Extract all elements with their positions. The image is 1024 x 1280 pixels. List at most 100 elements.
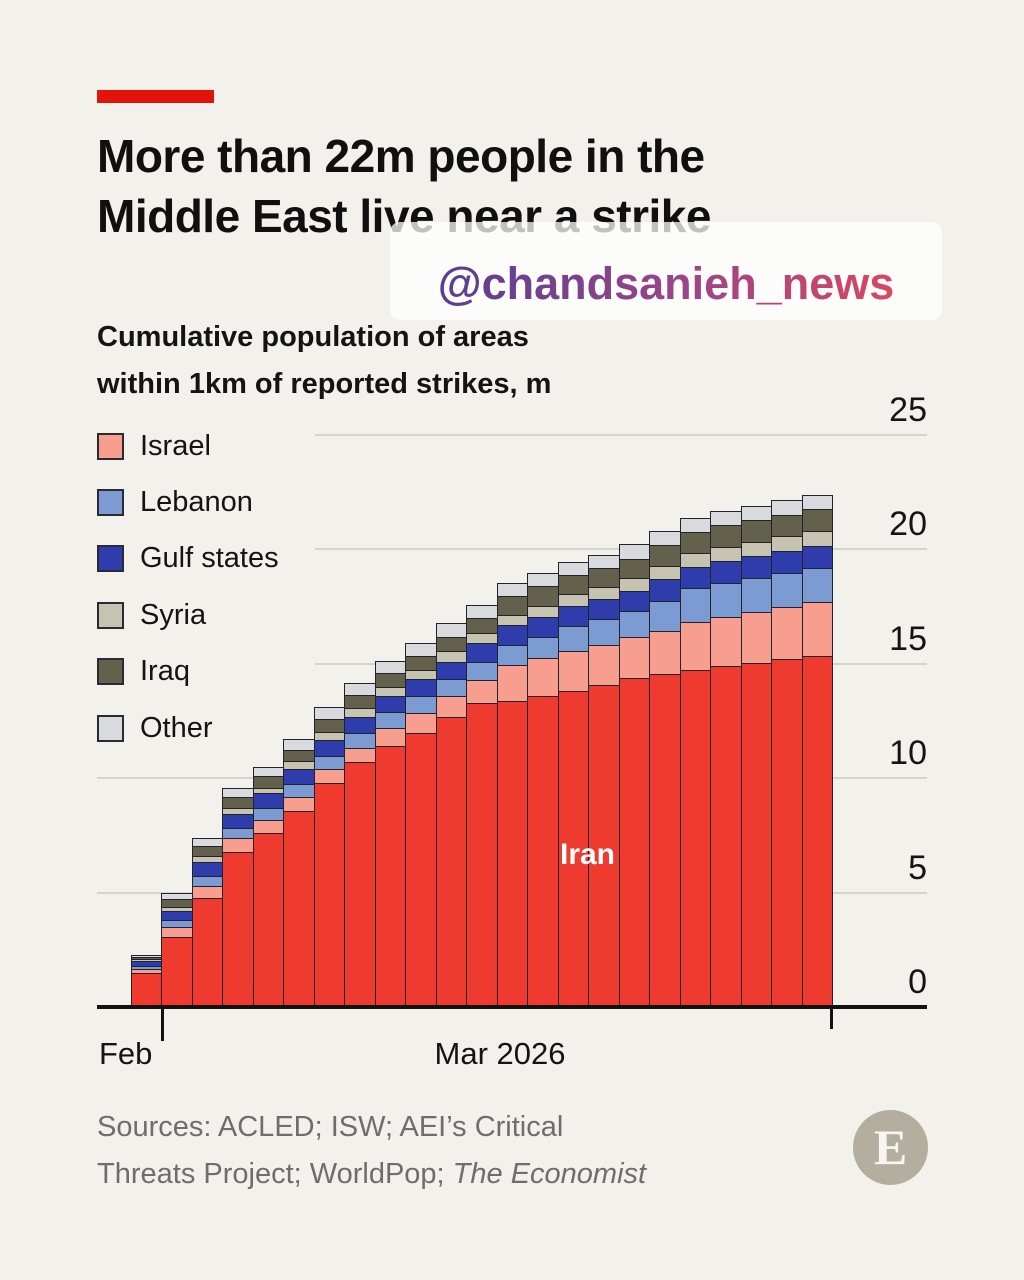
bar-segment-other	[313, 707, 346, 720]
bar-segment-gulf-states	[222, 813, 255, 829]
bar-segment-israel	[313, 768, 346, 785]
bar-segment-gulf-states	[374, 695, 407, 714]
bar-segment-iraq	[649, 544, 682, 567]
economist-logo-letter: E	[873, 1118, 908, 1175]
bar-segment-iraq	[679, 531, 712, 554]
page-title: More than 22m people in the Middle East …	[97, 126, 897, 246]
bar-segment-syria	[740, 541, 773, 558]
bar-segment-gulf-states	[313, 739, 346, 757]
bar-segment-other	[405, 642, 438, 657]
bar-segment-syria	[374, 686, 407, 698]
bar-segment-iraq	[435, 636, 468, 653]
bar-segment-iraq	[771, 514, 803, 538]
bar-segment-israel	[740, 611, 773, 664]
bar-segment-iran	[740, 662, 773, 1009]
bar-segment-iraq	[740, 519, 773, 544]
bar-segment-lebanon	[801, 567, 834, 604]
legend-swatch-israel	[97, 432, 124, 460]
bar-segment-israel	[527, 657, 560, 698]
bar-segment-israel	[161, 926, 194, 938]
bar-segment-israel	[435, 695, 468, 718]
bar-segment-iraq	[557, 574, 590, 596]
bar-segment-gulf-states	[252, 792, 285, 810]
bar-segment-iraq	[527, 585, 560, 607]
legend-item-gulf-states: Gulf states	[97, 542, 279, 574]
legend-label: Israel	[140, 429, 211, 462]
bar-segment-other	[131, 955, 163, 959]
bar-segment-other	[496, 583, 529, 598]
bar-segment-israel	[191, 885, 224, 899]
title-line-1: More than 22m people in the	[97, 130, 705, 182]
bar-segment-iran	[496, 700, 529, 1009]
bar-segment-iran	[710, 665, 743, 1009]
sources-line-1: Sources: ACLED; ISW; AEI’s Critical	[97, 1111, 564, 1143]
accent-bar	[97, 90, 214, 103]
bar-segment-iran	[131, 972, 163, 1009]
bar-segment-israel	[710, 616, 743, 668]
bar-segment-lebanon	[771, 572, 803, 609]
x-axis-label-mar: Mar 2026	[434, 1036, 566, 1071]
legend-swatch-other	[97, 714, 124, 742]
bar-segment-gulf-states	[557, 605, 590, 628]
bar-segment-iraq	[283, 749, 316, 763]
bar-segment-other	[161, 892, 194, 900]
bar-segment-iran	[405, 732, 438, 1009]
legend-label: Iraq	[140, 655, 190, 688]
bar-segment-lebanon	[466, 661, 499, 682]
bar-segment-israel	[588, 644, 621, 686]
bar-segment-israel	[618, 636, 651, 679]
legend-item-lebanon: Lebanon	[97, 486, 253, 518]
economist-logo: E	[853, 1110, 928, 1185]
bar-segment-syria	[557, 593, 590, 607]
bar-segment-iran	[344, 761, 377, 1009]
bar-segment-gulf-states	[649, 578, 682, 603]
bar-segment-gulf-states	[588, 598, 621, 621]
y-axis-tick-label-5: 5	[908, 848, 927, 887]
bar-segment-lebanon	[405, 695, 438, 715]
bar-segment-syria	[801, 530, 834, 548]
bar-segment-other	[801, 494, 834, 511]
bar-segment-iraq	[710, 524, 743, 549]
bar-segment-israel	[649, 630, 682, 676]
bar-segment-gulf-states	[435, 661, 468, 680]
bar-segment-lebanon	[344, 732, 377, 749]
bar-segment-iran	[161, 936, 194, 1009]
bar-segment-israel	[466, 679, 499, 704]
bar-segment-iran	[374, 745, 407, 1009]
bar-segment-other	[191, 837, 224, 848]
bar-segment-iraq	[496, 595, 529, 616]
bar-segment-syria	[435, 650, 468, 663]
legend-swatch-gulf-states	[97, 545, 124, 573]
legend-item-israel: Israel	[97, 429, 211, 462]
bar-segment-iran	[313, 782, 346, 1009]
watermark-handle: @chandsanieh_news	[392, 258, 940, 310]
bar-segment-lebanon	[557, 625, 590, 653]
bar-segment-iraq	[801, 508, 834, 533]
bar-segment-lebanon	[588, 618, 621, 646]
bar-segment-lebanon	[252, 807, 285, 821]
bar-segment-syria	[618, 577, 651, 592]
bar-segment-syria	[649, 565, 682, 581]
bar-segment-gulf-states	[161, 910, 194, 922]
bar-segment-iran	[649, 673, 682, 1009]
legend-item-syria: Syria	[97, 599, 206, 631]
bar-segment-lebanon	[435, 678, 468, 698]
bar-segment-iraq	[313, 718, 346, 733]
legend-item-other: Other	[97, 712, 213, 744]
bar-segment-gulf-states	[679, 566, 712, 590]
bar-segment-syria	[588, 586, 621, 600]
bar-segment-israel	[374, 727, 407, 748]
bar-segment-other	[374, 661, 407, 675]
bar-segment-gulf-states	[496, 624, 529, 646]
bar-segment-iraq	[618, 558, 651, 580]
bar-segment-israel	[405, 712, 438, 734]
bar-segment-gulf-states	[527, 616, 560, 638]
bar-segment-gulf-states	[191, 861, 224, 877]
bar-segment-israel	[801, 601, 834, 657]
bar-segment-other	[649, 530, 682, 546]
bar-segment-iran	[771, 658, 803, 1009]
bar-segment-lebanon	[527, 636, 560, 660]
bar-segment-gulf-states	[740, 555, 773, 580]
bar-segment-lebanon	[496, 644, 529, 667]
bar-segment-iran	[283, 810, 316, 1009]
